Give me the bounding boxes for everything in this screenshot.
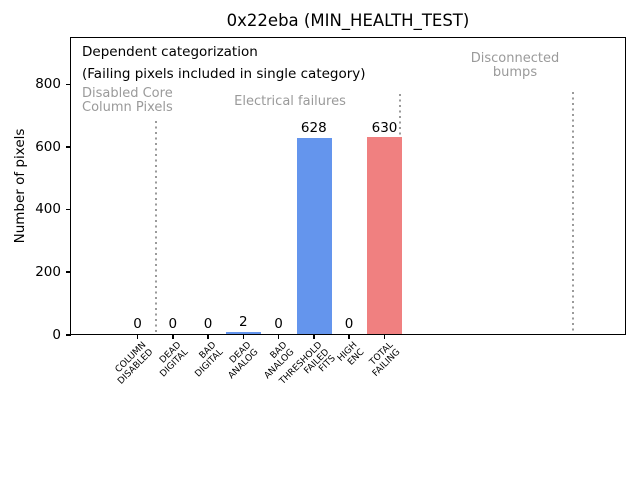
y-tick-label: 400 xyxy=(35,201,61,217)
value-label-bad-analog: 0 xyxy=(274,316,283,332)
y-tick-label: 0 xyxy=(52,326,61,343)
value-label-total-failing: 630 xyxy=(371,120,398,136)
x-tick-mark xyxy=(313,335,315,339)
section-label-disconnected-bumps: Disconnected bumps xyxy=(470,51,560,80)
value-label-high-enc: 0 xyxy=(344,316,354,332)
value-label-dead-digital: 0 xyxy=(168,316,178,332)
section-label-electrical-failures: Electrical failures xyxy=(234,94,346,109)
value-label-dead-analog: 2 xyxy=(239,314,248,330)
x-tick-mark xyxy=(136,335,139,339)
value-label-threshold-failed-fits: 628 xyxy=(300,120,327,136)
bar-threshold-failed-fits xyxy=(296,137,332,334)
value-label-bad-digital: 0 xyxy=(203,316,213,332)
plot-frame xyxy=(70,37,626,335)
bar-total-failing xyxy=(367,137,402,334)
y-tick-mark xyxy=(66,334,71,336)
y-tick-mark xyxy=(66,208,71,211)
section-divider-disconnected xyxy=(571,92,574,334)
y-tick-mark xyxy=(66,83,71,86)
y-tick-mark xyxy=(66,271,71,273)
x-tick-mark xyxy=(277,335,280,339)
x-tick-mark xyxy=(207,335,209,339)
section-divider-disabled-core xyxy=(154,121,157,334)
section-label-disabled-core: Disabled Core Column Pixels xyxy=(82,86,173,115)
annotation-failing-pixels-note: (Failing pixels included in single categ… xyxy=(82,66,366,82)
x-tick-mark xyxy=(172,335,174,339)
x-tick-mark xyxy=(242,335,244,339)
y-tick-label: 800 xyxy=(35,76,61,92)
annotation-dependent-categorization: Dependent categorization xyxy=(82,44,258,60)
y-tick-label: 200 xyxy=(35,263,61,280)
y-tick-label: 600 xyxy=(35,138,61,155)
x-tick-mark xyxy=(348,335,350,339)
bar-dead-analog xyxy=(226,332,261,334)
x-tick-mark xyxy=(383,335,385,339)
chart-title: 0x22eba (MIN_HEALTH_TEST) xyxy=(226,11,470,30)
y-tick-mark xyxy=(66,146,71,148)
value-label-column-disabled: 0 xyxy=(133,316,142,332)
